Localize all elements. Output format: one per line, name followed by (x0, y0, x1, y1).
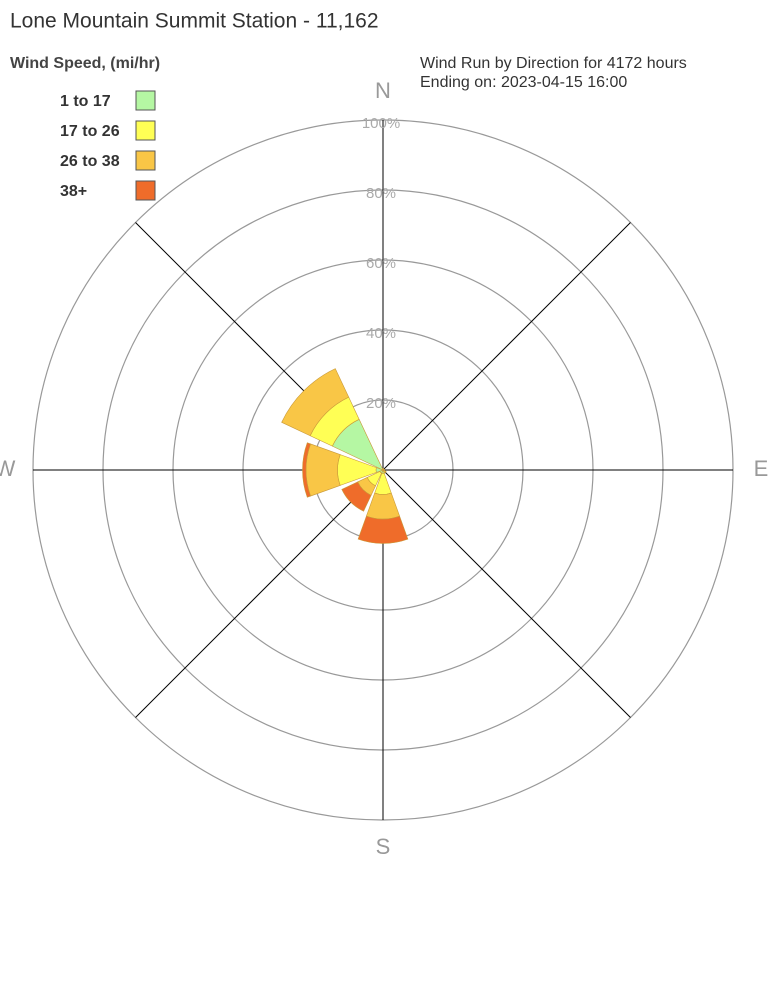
radial-line (382, 222, 631, 471)
legend-swatch (135, 180, 156, 201)
direction-label: W (0, 456, 16, 481)
direction-label: E (754, 456, 768, 481)
legend-swatch (135, 90, 156, 111)
direction-label: S (376, 834, 391, 859)
subtitle: Wind Run by Direction for 4172 hours (420, 55, 687, 72)
y-tick-label: 40% (366, 325, 396, 342)
y-tick-label: 60% (366, 255, 396, 272)
radial-line (135, 469, 384, 718)
wedge (383, 470, 387, 474)
wedge (305, 443, 341, 497)
legend-swatch (135, 120, 156, 141)
legend-swatch (135, 150, 156, 171)
legend-label: 38+ (60, 183, 87, 200)
radial-line (382, 469, 631, 718)
chart-title: Lone Mountain Summit Station - 11,162 (10, 10, 379, 33)
y-tick-label: 80% (366, 185, 396, 202)
legend-title: Wind Speed, (mi/hr) (10, 55, 160, 72)
wedge (281, 368, 350, 437)
wedge (357, 515, 409, 544)
y-tick-label: 100% (362, 115, 400, 132)
wedge (302, 442, 311, 498)
legend-label: 1 to 17 (60, 93, 111, 110)
subtitle: Ending on: 2023-04-15 16:00 (420, 74, 627, 91)
legend-label: 26 to 38 (60, 153, 120, 170)
y-tick-label: 20% (366, 395, 396, 412)
direction-label: N (375, 78, 391, 103)
wedge (341, 481, 372, 512)
legend-label: 17 to 26 (60, 123, 120, 140)
wedge (366, 492, 400, 520)
